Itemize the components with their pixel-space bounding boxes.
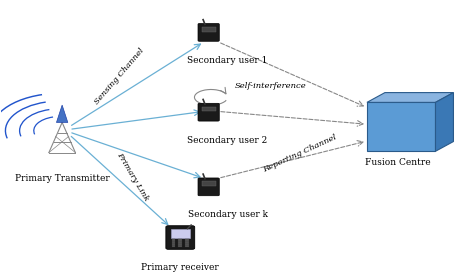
FancyBboxPatch shape bbox=[202, 27, 216, 32]
Polygon shape bbox=[56, 105, 68, 122]
Text: Fusion Centre: Fusion Centre bbox=[365, 158, 430, 167]
FancyBboxPatch shape bbox=[202, 107, 216, 112]
FancyBboxPatch shape bbox=[178, 239, 182, 241]
Text: Secondary user 1: Secondary user 1 bbox=[187, 56, 268, 65]
Text: Sensing Channel: Sensing Channel bbox=[93, 47, 146, 106]
Text: Secondary user 2: Secondary user 2 bbox=[187, 136, 268, 145]
FancyBboxPatch shape bbox=[198, 178, 219, 196]
FancyBboxPatch shape bbox=[185, 239, 189, 241]
FancyBboxPatch shape bbox=[172, 239, 175, 241]
Text: Primary receiver: Primary receiver bbox=[141, 263, 219, 272]
FancyBboxPatch shape bbox=[198, 103, 219, 121]
FancyBboxPatch shape bbox=[202, 181, 216, 186]
Polygon shape bbox=[436, 92, 454, 151]
Polygon shape bbox=[367, 102, 436, 151]
FancyBboxPatch shape bbox=[178, 241, 182, 243]
FancyBboxPatch shape bbox=[178, 245, 182, 247]
FancyBboxPatch shape bbox=[185, 243, 189, 245]
Text: Self-interference: Self-interference bbox=[235, 82, 306, 89]
FancyBboxPatch shape bbox=[178, 243, 182, 245]
Text: Primary Transmitter: Primary Transmitter bbox=[15, 174, 109, 183]
Text: Secondary user k: Secondary user k bbox=[188, 211, 267, 220]
FancyBboxPatch shape bbox=[172, 241, 175, 243]
FancyBboxPatch shape bbox=[166, 226, 195, 249]
FancyBboxPatch shape bbox=[185, 245, 189, 247]
FancyBboxPatch shape bbox=[185, 241, 189, 243]
FancyBboxPatch shape bbox=[172, 245, 175, 247]
Text: Reporting Channel: Reporting Channel bbox=[262, 133, 338, 174]
Text: Primary Link: Primary Link bbox=[115, 150, 151, 202]
Polygon shape bbox=[367, 92, 454, 102]
FancyBboxPatch shape bbox=[171, 229, 190, 237]
FancyBboxPatch shape bbox=[198, 23, 219, 41]
FancyBboxPatch shape bbox=[172, 243, 175, 245]
